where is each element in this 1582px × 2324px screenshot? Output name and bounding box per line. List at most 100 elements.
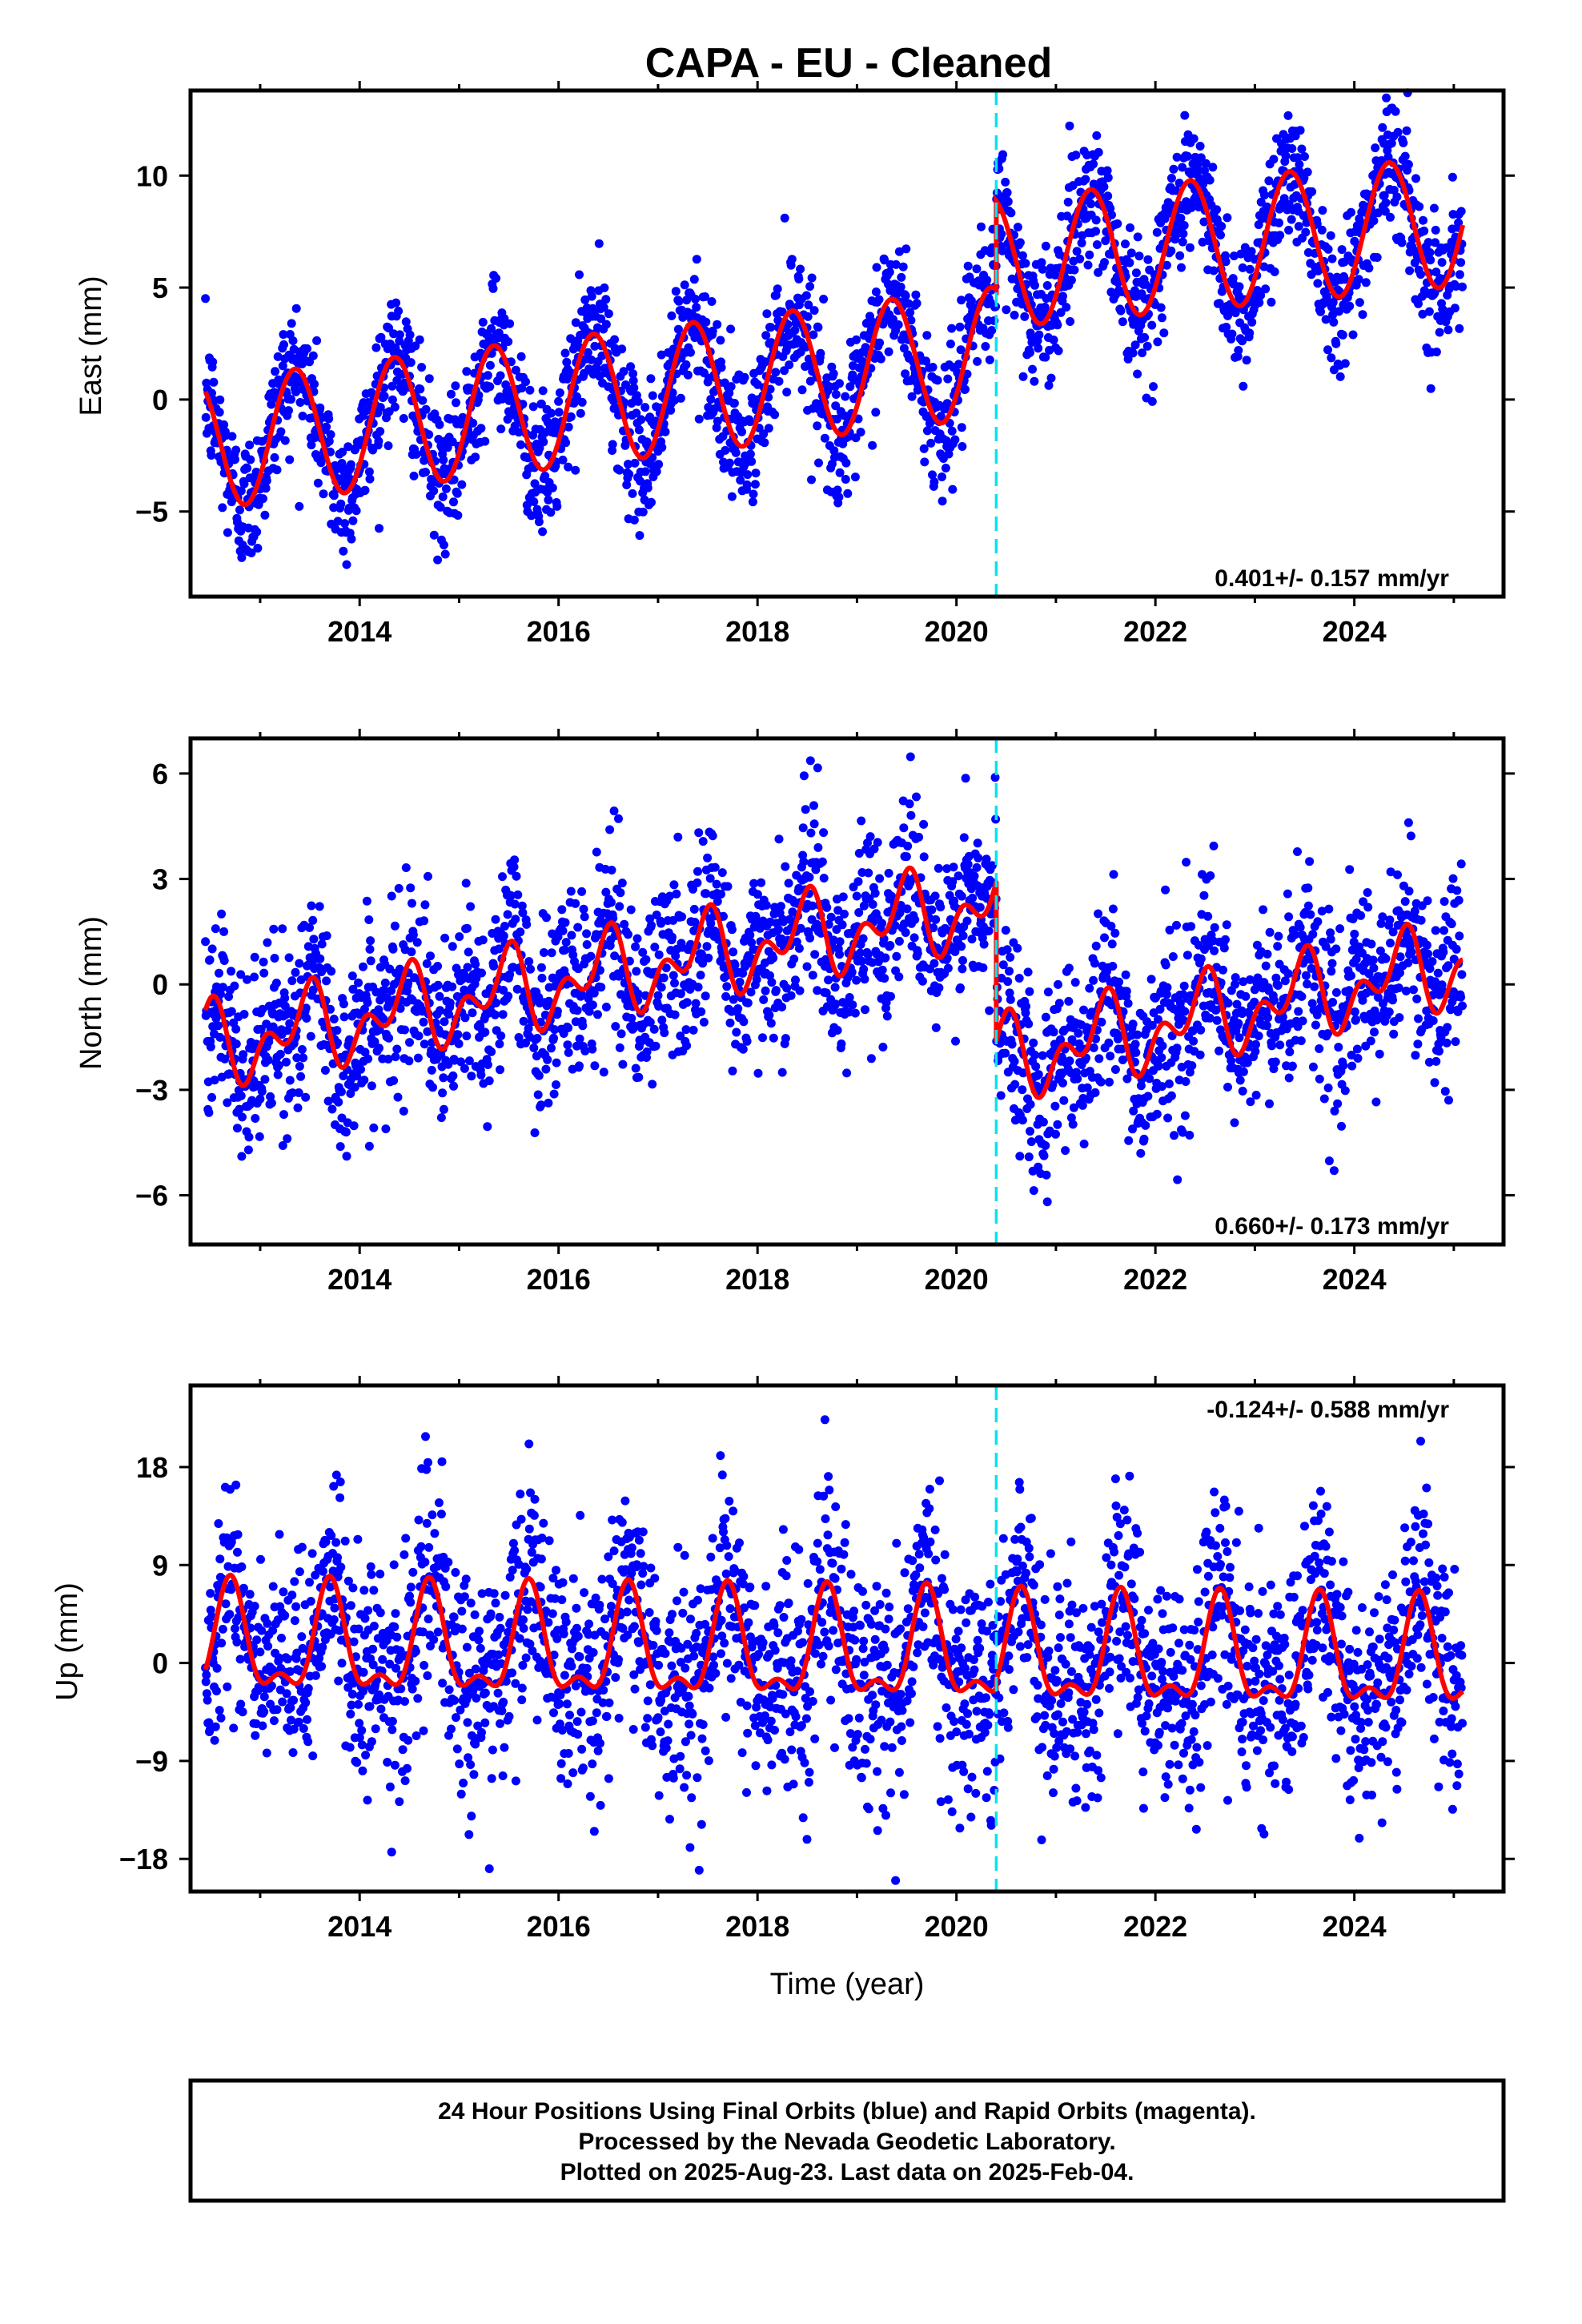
data-point bbox=[1121, 970, 1130, 979]
data-point bbox=[761, 900, 771, 910]
data-point bbox=[712, 423, 721, 432]
data-point bbox=[237, 553, 247, 562]
data-point bbox=[387, 891, 396, 901]
data-point bbox=[1348, 330, 1358, 340]
data-point bbox=[1091, 215, 1101, 225]
data-point bbox=[448, 942, 457, 951]
data-point bbox=[483, 1060, 492, 1069]
data-point bbox=[335, 1142, 345, 1152]
data-point bbox=[308, 351, 318, 360]
data-point bbox=[911, 290, 921, 300]
data-point bbox=[608, 440, 617, 449]
data-point bbox=[894, 972, 904, 982]
data-point bbox=[1323, 345, 1332, 355]
data-point bbox=[640, 467, 650, 476]
data-point bbox=[847, 967, 857, 977]
data-point bbox=[1287, 144, 1297, 153]
data-point bbox=[1295, 159, 1304, 169]
data-point bbox=[801, 805, 810, 814]
data-point bbox=[271, 979, 281, 987]
data-point bbox=[701, 317, 711, 327]
data-point bbox=[748, 497, 757, 507]
data-point bbox=[1324, 1156, 1334, 1166]
data-point bbox=[819, 295, 829, 304]
data-point bbox=[1456, 207, 1466, 216]
data-point bbox=[476, 1070, 486, 1080]
data-point bbox=[587, 355, 596, 364]
data-point bbox=[1100, 933, 1109, 943]
data-point bbox=[1234, 1019, 1243, 1028]
data-point bbox=[436, 1113, 446, 1123]
data-point bbox=[284, 953, 294, 963]
data-point bbox=[1102, 166, 1112, 175]
data-point bbox=[985, 355, 994, 364]
data-point bbox=[1021, 259, 1030, 268]
data-point bbox=[1283, 889, 1292, 899]
data-point bbox=[1297, 991, 1307, 1001]
data-point bbox=[1265, 1099, 1274, 1108]
data-point bbox=[799, 857, 809, 866]
data-point bbox=[500, 922, 509, 931]
data-point bbox=[648, 1080, 657, 1089]
data-point bbox=[1050, 271, 1060, 279]
data-point bbox=[340, 519, 350, 529]
data-point bbox=[467, 1072, 476, 1081]
data-point bbox=[886, 991, 895, 1001]
data-point bbox=[1283, 969, 1293, 979]
data-point bbox=[433, 962, 443, 971]
data-point bbox=[706, 395, 716, 404]
data-point bbox=[293, 1103, 303, 1112]
data-point bbox=[931, 915, 941, 924]
data-point bbox=[871, 408, 881, 417]
data-point bbox=[558, 455, 568, 464]
data-point bbox=[571, 318, 580, 328]
data-point bbox=[750, 480, 760, 489]
data-point bbox=[471, 452, 480, 462]
data-point bbox=[824, 975, 833, 985]
data-point bbox=[882, 1011, 892, 1021]
data-point bbox=[379, 392, 389, 401]
data-point bbox=[649, 1024, 659, 1034]
data-point bbox=[1327, 254, 1337, 263]
data-point bbox=[391, 298, 401, 308]
data-point bbox=[1153, 337, 1162, 347]
data-point bbox=[1326, 231, 1335, 240]
data-point bbox=[831, 401, 841, 411]
data-point bbox=[616, 1029, 626, 1039]
data-point bbox=[919, 444, 929, 453]
data-point bbox=[601, 1003, 611, 1011]
data-point bbox=[942, 399, 952, 408]
data-point bbox=[894, 247, 904, 256]
data-point bbox=[852, 891, 861, 901]
data-point bbox=[1285, 1047, 1295, 1056]
data-point bbox=[868, 899, 877, 909]
data-point bbox=[501, 380, 511, 389]
data-point bbox=[671, 287, 681, 296]
east-data-points bbox=[201, 88, 1467, 569]
data-point bbox=[669, 971, 678, 980]
data-point bbox=[415, 335, 424, 344]
data-point bbox=[1159, 328, 1169, 338]
data-point bbox=[624, 930, 632, 939]
data-point bbox=[938, 497, 947, 506]
data-point bbox=[280, 993, 290, 1003]
data-point bbox=[295, 398, 305, 407]
data-point bbox=[401, 317, 411, 327]
data-point bbox=[1371, 143, 1380, 153]
data-point bbox=[1189, 1036, 1199, 1046]
data-point bbox=[881, 953, 890, 963]
data-point bbox=[1068, 1120, 1078, 1129]
data-point bbox=[1196, 1025, 1206, 1035]
data-point bbox=[560, 348, 570, 358]
data-point bbox=[666, 405, 676, 415]
data-point bbox=[599, 303, 608, 312]
data-point bbox=[564, 1047, 573, 1057]
data-point bbox=[1311, 1020, 1320, 1030]
data-point bbox=[309, 935, 319, 944]
data-point bbox=[648, 391, 657, 400]
data-point bbox=[364, 915, 374, 924]
data-point bbox=[1059, 1096, 1069, 1105]
data-point bbox=[393, 1092, 403, 1102]
data-point bbox=[1024, 1152, 1034, 1162]
data-point bbox=[201, 294, 211, 304]
